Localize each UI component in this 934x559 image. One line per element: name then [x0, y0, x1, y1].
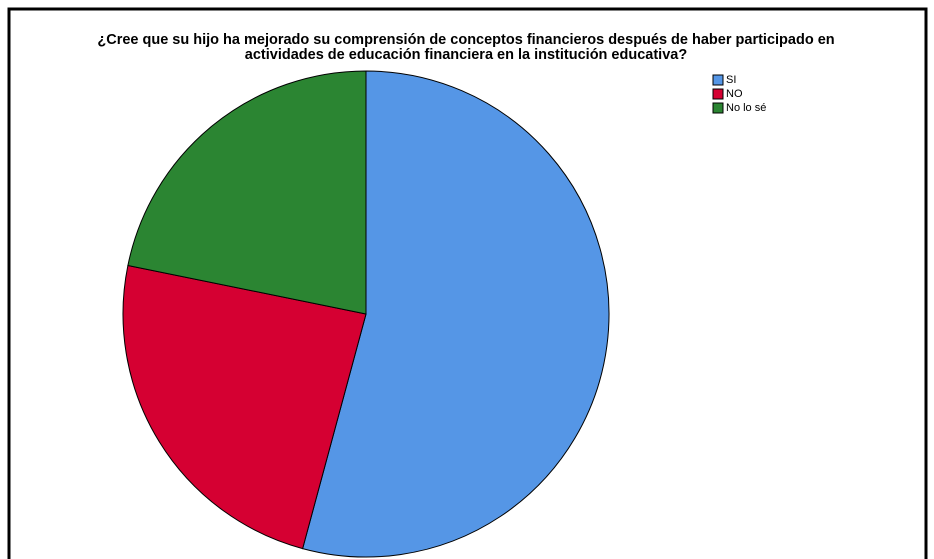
pie-slice	[302, 70, 610, 558]
legend-label: SI	[726, 74, 736, 86]
legend-label: NO	[726, 88, 743, 100]
chart-title: ¿Cree que su hijo ha mejorado su compren…	[97, 32, 834, 48]
legend-swatch	[712, 74, 724, 86]
pie-slice	[127, 70, 367, 315]
chart-title: actividades de educación financiera en l…	[245, 47, 688, 63]
legend-swatch	[712, 102, 724, 114]
legend-label: No lo sé	[726, 102, 766, 114]
pie-slice	[122, 264, 367, 550]
legend-swatch	[712, 88, 724, 100]
